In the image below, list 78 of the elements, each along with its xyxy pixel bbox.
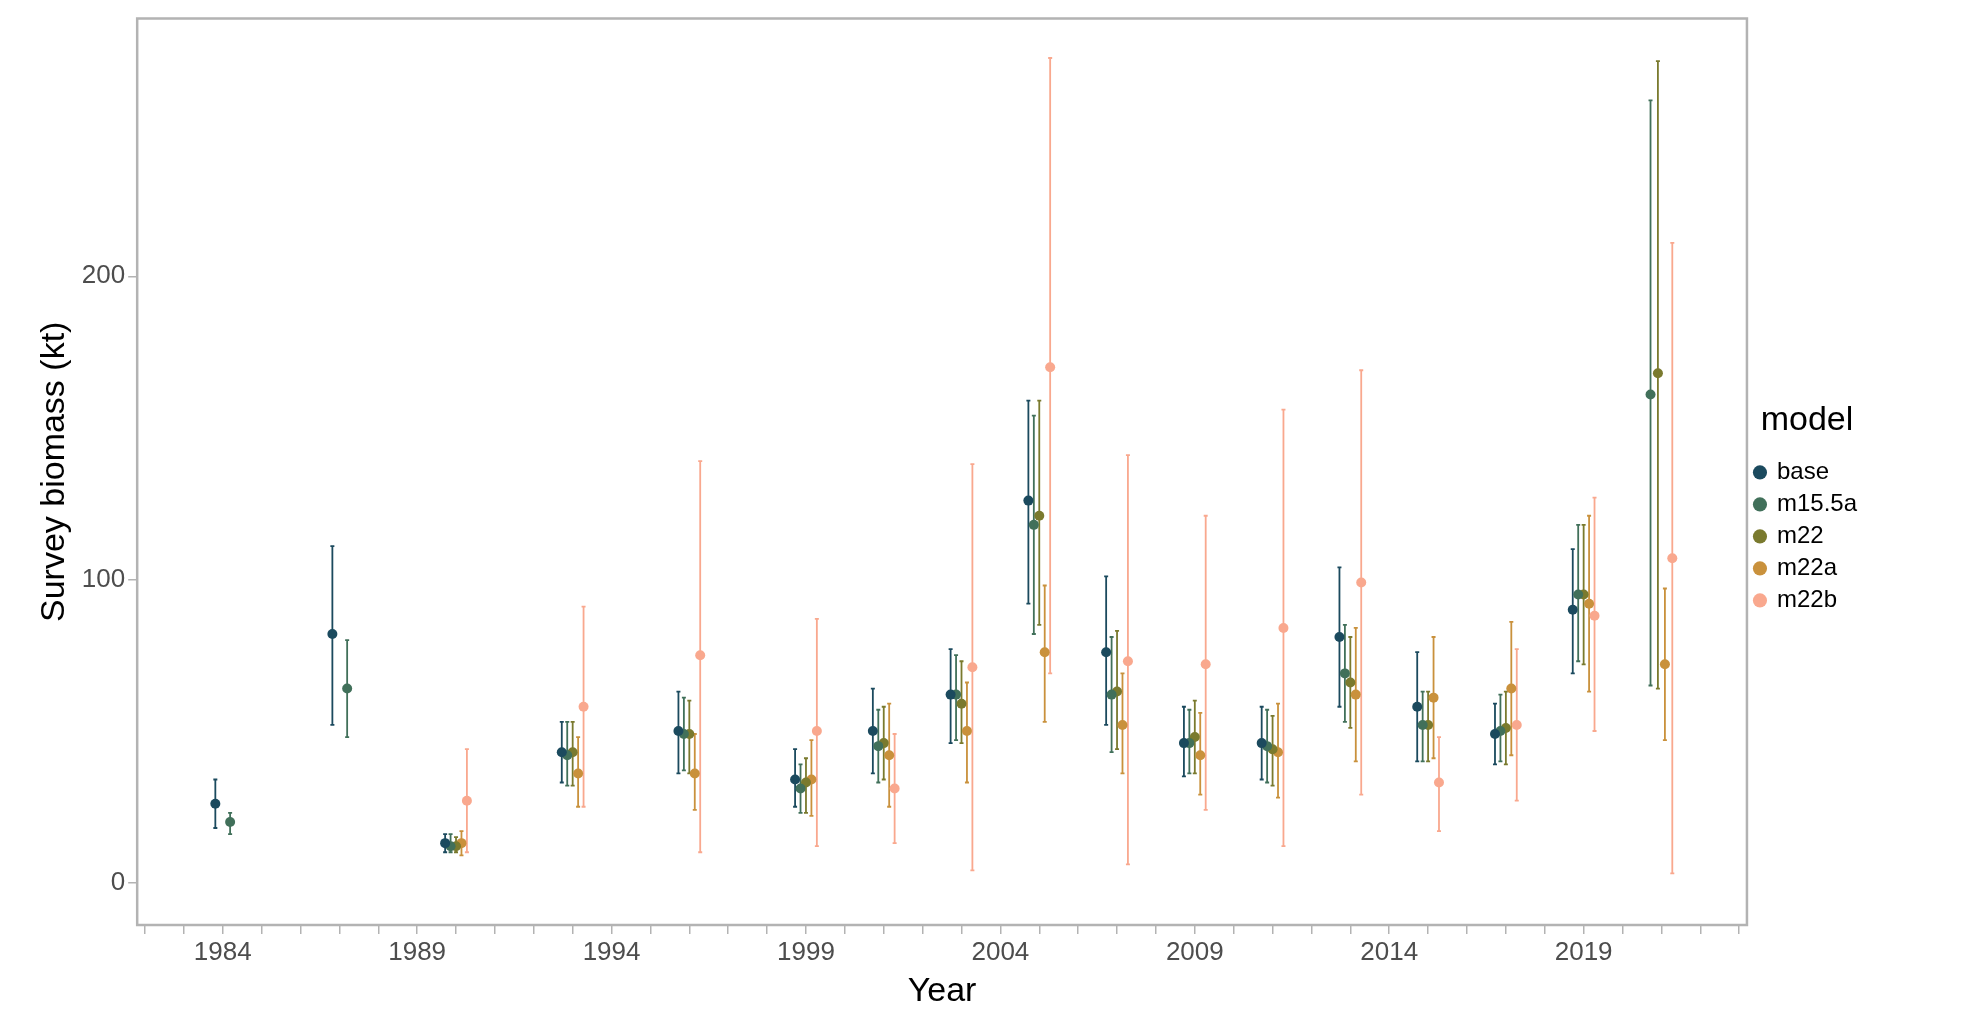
legend-label: m15.5a <box>1776 489 1858 517</box>
point <box>1356 577 1367 588</box>
point <box>1256 738 1267 749</box>
x-axis-title: Year <box>907 969 977 1008</box>
point <box>556 747 567 758</box>
y-tick-label: 200 <box>81 259 126 290</box>
point <box>1034 510 1045 521</box>
x-tick-label: 2014 <box>1360 935 1419 966</box>
x-tick-label: 2004 <box>971 935 1030 966</box>
legend-label: m22a <box>1776 553 1838 581</box>
point <box>1039 647 1050 658</box>
point <box>327 628 338 639</box>
point <box>1101 647 1112 658</box>
point <box>873 741 884 752</box>
point <box>1200 659 1211 670</box>
point <box>1278 622 1289 633</box>
point <box>673 725 684 736</box>
point <box>967 662 978 673</box>
point <box>1117 719 1128 730</box>
point <box>956 698 967 709</box>
point <box>1106 689 1117 700</box>
point <box>342 683 353 694</box>
point <box>811 725 822 736</box>
point <box>1045 362 1056 373</box>
point <box>867 725 878 736</box>
point <box>440 838 451 849</box>
point <box>1584 598 1595 609</box>
point <box>961 725 972 736</box>
point <box>1589 610 1600 621</box>
y-tick-label: 100 <box>81 562 126 593</box>
point <box>1350 689 1361 700</box>
point <box>689 768 700 779</box>
point <box>1567 604 1578 615</box>
point <box>1433 777 1444 788</box>
point <box>1645 389 1656 400</box>
x-tick-label: 2009 <box>1165 935 1224 966</box>
point <box>573 768 584 779</box>
point <box>1023 495 1034 506</box>
y-tick-label: 0 <box>110 865 126 896</box>
point <box>1178 738 1189 749</box>
point <box>795 783 806 794</box>
y-axis-title: Survey biomass (kt) <box>32 321 71 622</box>
point <box>1659 659 1670 670</box>
point <box>1489 729 1500 740</box>
legend-label: m22b <box>1776 585 1837 613</box>
legend-title: model <box>1760 398 1854 437</box>
legend-label: base <box>1776 457 1829 485</box>
point <box>889 783 900 794</box>
legend-label: m22 <box>1776 521 1824 549</box>
point <box>225 816 236 827</box>
point <box>1511 719 1522 730</box>
x-tick-label: 1999 <box>777 935 835 966</box>
point <box>461 795 472 806</box>
point <box>884 750 895 761</box>
point <box>1652 368 1663 379</box>
point <box>1506 683 1517 694</box>
point <box>1122 656 1133 667</box>
point <box>695 650 706 661</box>
x-tick-label: 1994 <box>582 935 641 966</box>
point <box>1028 519 1039 530</box>
x-tick-label: 2019 <box>1554 935 1613 966</box>
point <box>578 701 589 712</box>
point <box>1339 668 1350 679</box>
x-tick-label: 1984 <box>193 935 252 966</box>
point <box>800 777 811 788</box>
point <box>1412 701 1423 712</box>
point <box>1189 732 1200 743</box>
point <box>210 798 221 809</box>
point <box>945 689 956 700</box>
point <box>1195 750 1206 761</box>
point <box>1334 632 1345 643</box>
point <box>1667 553 1678 564</box>
point <box>1417 719 1428 730</box>
point <box>1428 692 1439 703</box>
point <box>1573 589 1584 600</box>
point <box>790 774 801 785</box>
x-tick-label: 1989 <box>388 935 447 966</box>
point <box>1345 677 1356 688</box>
